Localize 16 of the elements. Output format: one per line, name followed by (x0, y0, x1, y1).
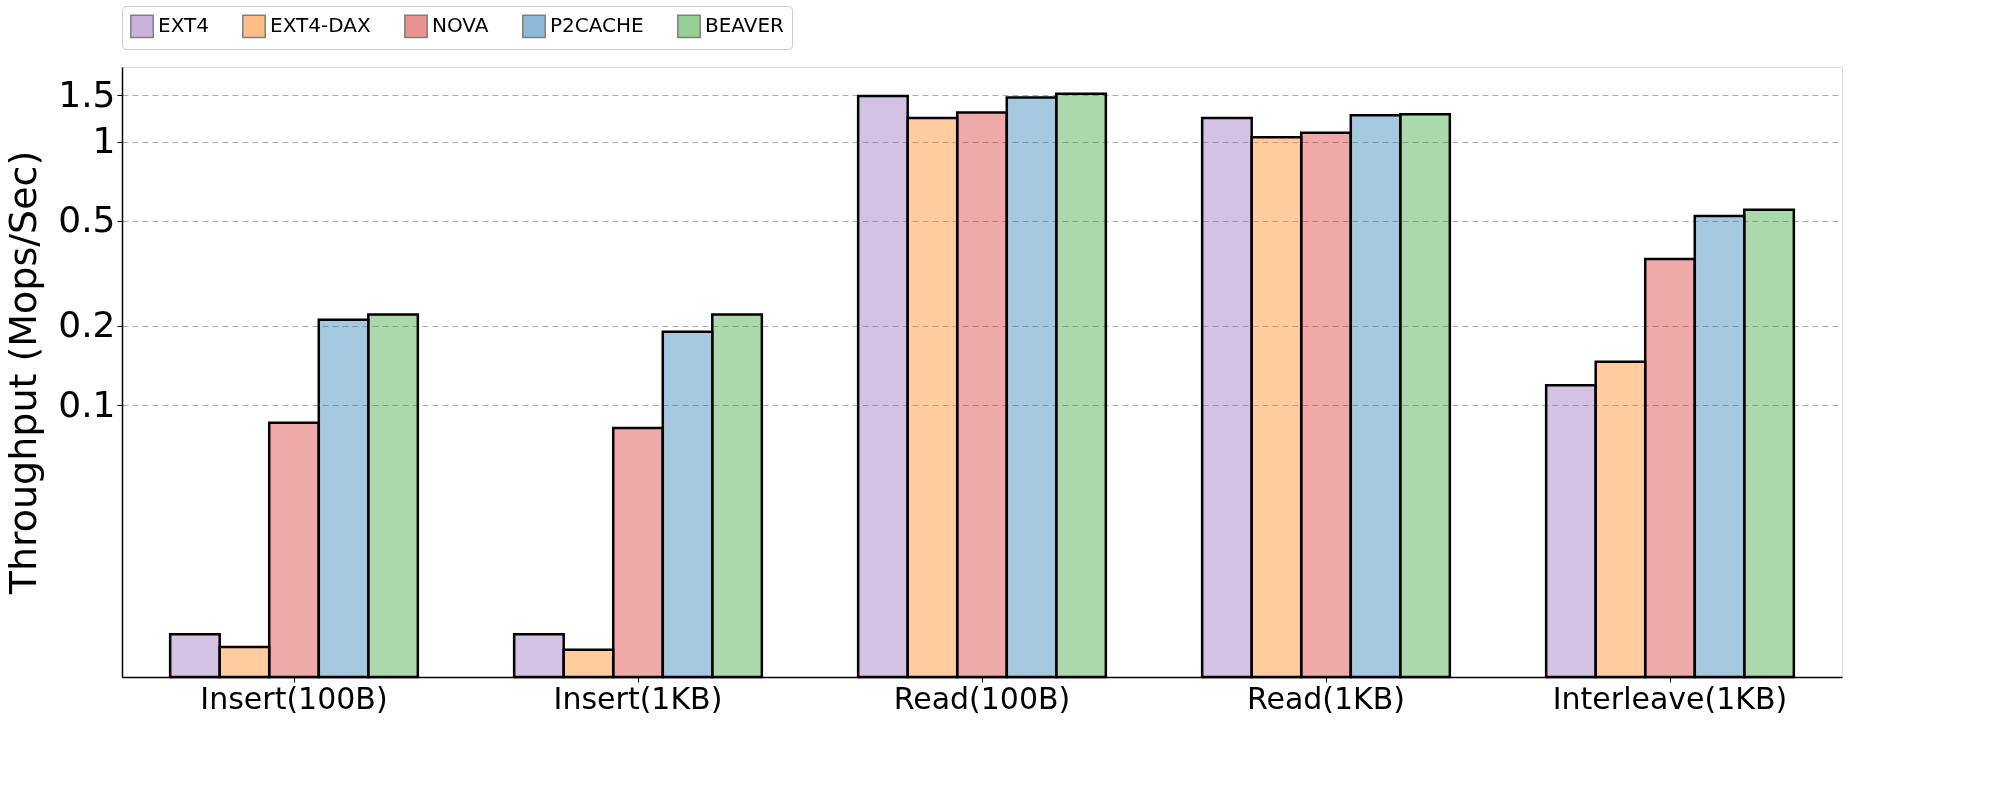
x-tick-label: Read(100B) (893, 680, 1071, 716)
x-tick-label: Insert(100B) (200, 680, 388, 716)
x-tick-label: Interleave(1KB) (1552, 680, 1788, 716)
legend-label: P2CACHE (550, 13, 644, 38)
legend-label: EXT4 (158, 13, 209, 38)
x-tick-label: Read(1KB) (1246, 680, 1406, 716)
y-tick-label: 0.1 (58, 383, 116, 425)
y-tick-label: 1.5 (58, 73, 116, 115)
legend-label: NOVA (432, 13, 489, 38)
y-axis-title: Throughput (Mops/Sec) (1, 150, 46, 596)
y-tick-label: 1 (92, 120, 116, 162)
x-tick-label: Insert(1KB) (553, 680, 723, 716)
legend-label: BEAVER (705, 13, 785, 38)
y-tick-label: 0.5 (58, 199, 116, 241)
legend-label: EXT4-DAX (270, 13, 371, 38)
y-tick-label: 0.2 (58, 304, 116, 346)
